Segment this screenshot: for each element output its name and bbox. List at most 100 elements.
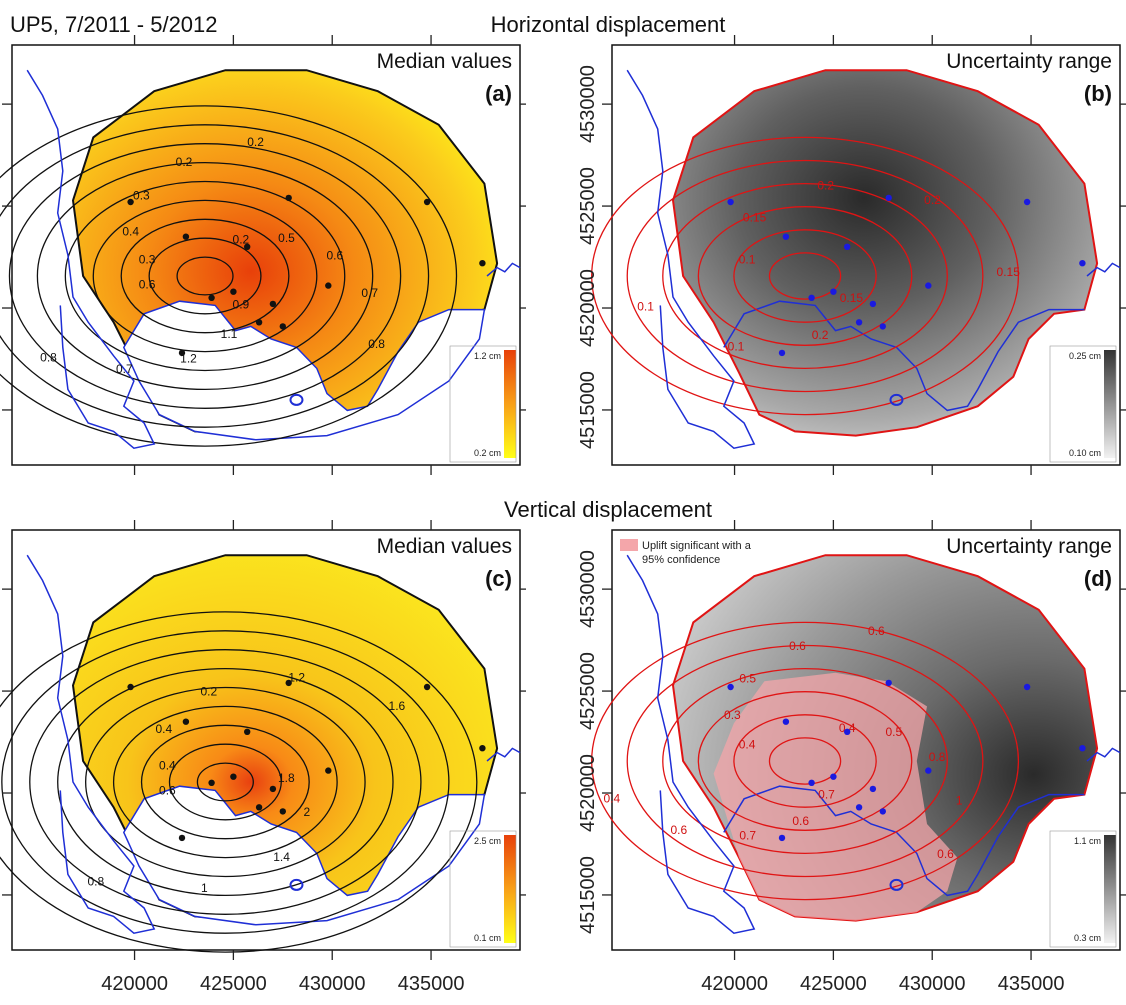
panel-a-contour-label: 0.8 [40, 351, 57, 365]
panel-d-colorbar [1104, 835, 1116, 943]
panel-a-colorbar-min: 0.2 cm [474, 448, 501, 458]
panel-a-contour [36, 161, 374, 391]
panel-c-station [182, 718, 190, 725]
panel-c-contour [140, 724, 310, 840]
panel-d-contour-label: 0.8 [929, 750, 946, 764]
panel-b-colorbar [1104, 350, 1116, 458]
panel-b-contour [662, 182, 948, 370]
panel-b-station [885, 194, 892, 202]
panel-d-station [879, 808, 886, 815]
panel-c-contour [112, 705, 338, 859]
panel-b-island [889, 393, 904, 406]
panel-d-island [889, 878, 904, 891]
panel-c-contour-label: 0.8 [87, 875, 104, 889]
panel-b-contour [591, 136, 1020, 416]
panel-d-contour-label: 0.5 [885, 725, 902, 739]
panel-d-colorbar-box [1049, 830, 1117, 948]
panel-d-station [830, 773, 837, 780]
y-tick-label: 4515000 [577, 371, 599, 449]
panel-b-station [855, 319, 863, 326]
panel-b-contour-label: 0.15 [840, 291, 864, 305]
panel-d-contour-label: 0.4 [603, 792, 620, 806]
panel-c-contour-label: 0.4 [155, 722, 172, 736]
panel-a-letter: (a) [485, 81, 512, 106]
x-tick-label: 430000 [899, 973, 966, 995]
x-tick-label: 435000 [998, 973, 1065, 995]
panel-a-station [127, 198, 134, 206]
panel-c-station [244, 728, 251, 735]
panel-d-contour-label: 1 [956, 794, 963, 808]
panel-b-station [879, 323, 886, 330]
panel-a-station [182, 233, 190, 240]
panel-b-contour-label: 0.15 [997, 265, 1021, 279]
panel-a-contour-label: 1.2 [180, 352, 197, 366]
panel-a-contour-label: 0.2 [233, 232, 250, 246]
panel-b-station [1079, 260, 1086, 267]
panel-c-island [289, 878, 304, 891]
panel-a-station [208, 294, 215, 301]
panel-d-contour [662, 667, 948, 855]
panel-c-contour-label: 0.2 [200, 684, 217, 698]
section-title-horizontal: Horizontal displacement [491, 12, 726, 37]
panel-c-contour-label: 1.4 [273, 850, 290, 864]
panel-b-contour-label: 0.1 [739, 253, 756, 267]
panel-d-corner-label: Uncertainty range [946, 535, 1112, 558]
panel-b-corner-label: Uncertainty range [946, 50, 1112, 73]
panel-d-legend-swatch [620, 539, 638, 551]
panel-c-station [127, 683, 134, 691]
panel-b-contour [768, 252, 842, 300]
panel-b-station [830, 288, 837, 295]
panel-b-colorbar-box [1049, 345, 1117, 463]
y-tick-label: 4525000 [577, 652, 599, 730]
panel-b-station [727, 198, 734, 206]
panel-d-station [1079, 745, 1086, 752]
y-axis-labels: 4530000 4525000 4520000 4515000 4530000 45250… [577, 65, 599, 934]
panel-c-letter: (c) [485, 566, 512, 591]
panel-a-coastline [26, 69, 156, 450]
panel-c-contour-label: 1.2 [288, 671, 305, 685]
panel-c-contour [57, 667, 394, 897]
panel-d-contour-label: 0.7 [818, 788, 835, 802]
panel-d-contour [591, 621, 1020, 901]
panel-a-contour [148, 237, 262, 315]
panel-c-colorbar [504, 835, 516, 943]
panel-a-coastline-east [486, 262, 521, 277]
panel-b-contour-label: 0.2 [812, 328, 829, 342]
panel-a-contour [0, 105, 458, 447]
panel-d-letter: (d) [1084, 566, 1112, 591]
panel-b-colorbar-min: 0.10 cm [1069, 448, 1101, 458]
panel-a-contour-label: 0.9 [233, 298, 250, 312]
panel-c-station [208, 779, 215, 786]
panel-b-station [844, 243, 851, 250]
x-tick-label: 430000 [299, 973, 366, 995]
panel-b-contour [733, 229, 877, 323]
panel-c-colorbar-max: 2.5 cm [474, 836, 501, 846]
panel-c-station [178, 834, 186, 842]
panel-d-contour-label: 0.6 [789, 639, 806, 653]
panel-b-station [778, 349, 786, 357]
panel-a-station [244, 243, 251, 250]
panel-a-contour [64, 180, 346, 372]
panel-a-contour-label: 0.4 [122, 224, 139, 238]
x-axis-labels: 420000 425000 430000 435000 420000 425000 4300… [101, 973, 1064, 995]
panel-d-colorbar-max: 1.1 cm [1074, 836, 1101, 846]
panel-a-corner-label: Median values [377, 50, 512, 73]
panel-d-contour [733, 714, 877, 808]
panel-c-station [285, 679, 292, 687]
panel-d-coast-inner [723, 785, 1085, 897]
panel-c-contour [196, 762, 254, 802]
panel-c-contour-label: 1 [201, 881, 208, 895]
panel-d-station [855, 804, 863, 811]
panel-d-station [925, 767, 932, 774]
panel-c-station [325, 767, 332, 774]
panel-c-colorbar-box [449, 830, 517, 948]
panel-a-contour-label: 0.6 [326, 249, 343, 263]
y-tick-label: 4530000 [577, 65, 599, 143]
panel-b-contour-label: 0.15 [743, 211, 767, 225]
panel-d-contour-label: 0.6 [937, 847, 954, 861]
panel-c-station [423, 683, 431, 691]
x-tick-label: 420000 [101, 973, 168, 995]
panel-a-contour [8, 143, 402, 409]
panel-d-legend-line1: Uplift significant with a [642, 540, 752, 552]
